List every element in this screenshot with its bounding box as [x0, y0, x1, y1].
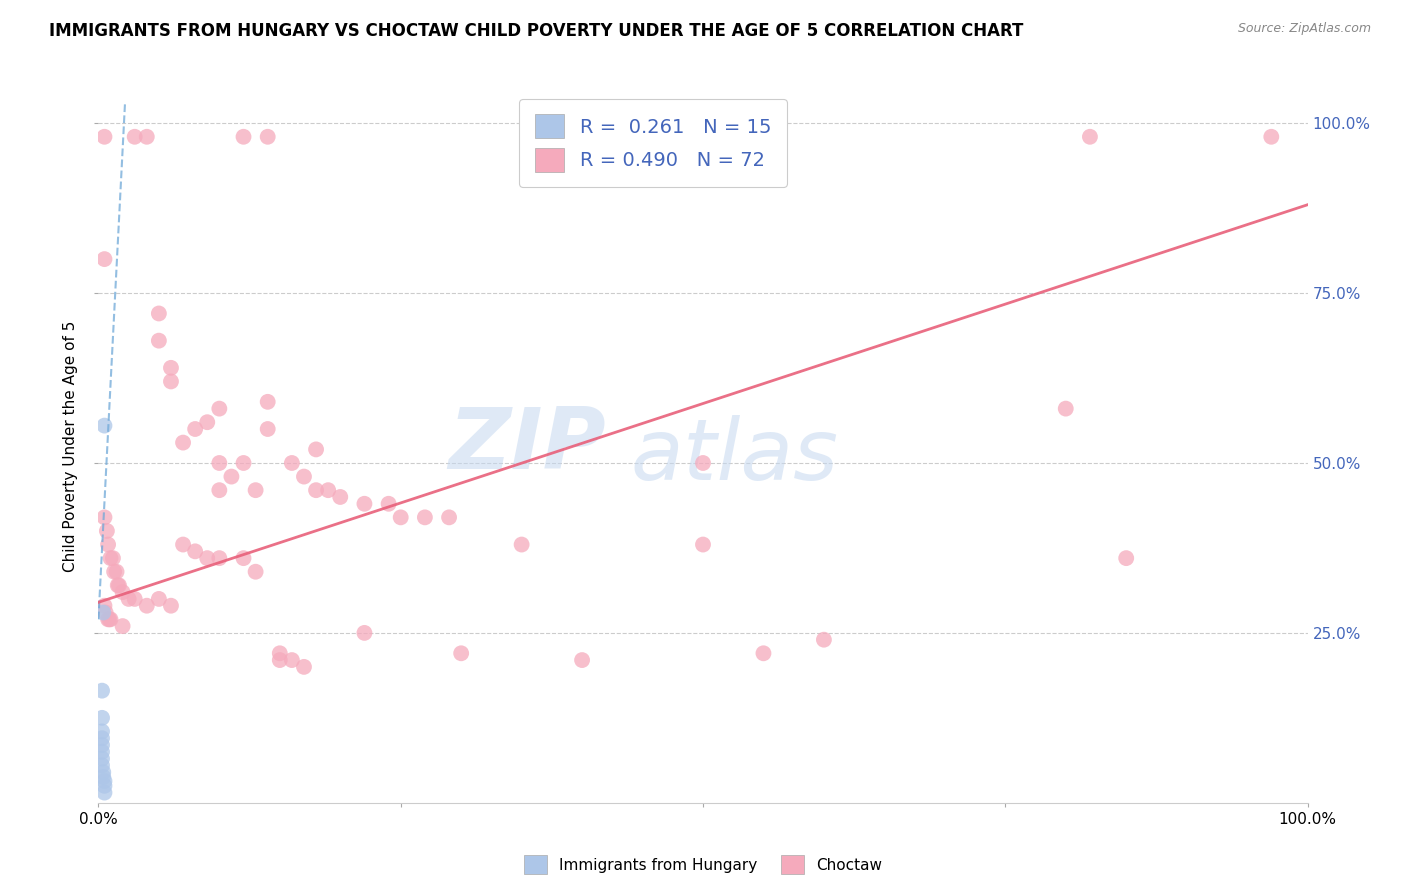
Point	[256, 422, 278, 436]
Point	[256, 129, 278, 144]
Point	[571, 653, 593, 667]
Point	[208, 401, 231, 416]
Point	[93, 786, 115, 800]
Point	[93, 599, 115, 613]
Point	[93, 779, 115, 793]
Point	[124, 591, 146, 606]
Point	[93, 418, 115, 433]
Point	[292, 660, 315, 674]
Point	[353, 497, 375, 511]
Point	[269, 653, 291, 667]
Point	[124, 129, 146, 144]
Point	[389, 510, 412, 524]
Point	[692, 537, 714, 551]
Y-axis label: Child Poverty Under the Age of 5: Child Poverty Under the Age of 5	[63, 320, 79, 572]
Point	[245, 565, 267, 579]
Point	[245, 483, 267, 498]
Legend: Immigrants from Hungary, Choctaw: Immigrants from Hungary, Choctaw	[519, 849, 887, 880]
Point	[172, 435, 194, 450]
Point	[208, 551, 231, 566]
Point	[1260, 129, 1282, 144]
Point	[101, 551, 124, 566]
Point	[208, 456, 231, 470]
Point	[353, 626, 375, 640]
Point	[184, 422, 207, 436]
Point	[91, 606, 114, 620]
Point	[91, 738, 114, 752]
Text: atlas: atlas	[630, 415, 838, 499]
Point	[316, 483, 339, 498]
Point	[305, 442, 328, 457]
Point	[232, 456, 254, 470]
Point	[105, 565, 128, 579]
Point	[91, 724, 114, 739]
Point	[135, 599, 157, 613]
Point	[148, 334, 170, 348]
Point	[269, 646, 291, 660]
Point	[135, 129, 157, 144]
Point	[1054, 401, 1077, 416]
Point	[118, 591, 141, 606]
Point	[111, 619, 134, 633]
Point	[91, 770, 114, 784]
Point	[111, 585, 134, 599]
Text: ZIP: ZIP	[449, 404, 606, 488]
Point	[232, 551, 254, 566]
Point	[93, 774, 115, 789]
Point	[292, 469, 315, 483]
Point	[221, 469, 243, 483]
Point	[103, 565, 125, 579]
Point	[510, 537, 533, 551]
Point	[413, 510, 436, 524]
Point	[1115, 551, 1137, 566]
Point	[100, 551, 122, 566]
Point	[91, 745, 114, 759]
Point	[208, 483, 231, 498]
Point	[813, 632, 835, 647]
Point	[232, 129, 254, 144]
Point	[100, 612, 122, 626]
Point	[281, 456, 304, 470]
Point	[281, 653, 304, 667]
Point	[1078, 129, 1101, 144]
Point	[195, 551, 218, 566]
Point	[91, 683, 114, 698]
Point	[148, 306, 170, 320]
Point	[752, 646, 775, 660]
Point	[160, 360, 183, 375]
Text: IMMIGRANTS FROM HUNGARY VS CHOCTAW CHILD POVERTY UNDER THE AGE OF 5 CORRELATION : IMMIGRANTS FROM HUNGARY VS CHOCTAW CHILD…	[49, 22, 1024, 40]
Point	[108, 578, 131, 592]
Legend: R =  0.261   N = 15, R = 0.490   N = 72: R = 0.261 N = 15, R = 0.490 N = 72	[519, 99, 786, 187]
Point	[160, 599, 183, 613]
Point	[96, 524, 118, 538]
Point	[91, 751, 114, 765]
Point	[91, 731, 114, 746]
Point	[184, 544, 207, 558]
Point	[160, 375, 183, 389]
Point	[93, 129, 115, 144]
Point	[692, 456, 714, 470]
Point	[172, 537, 194, 551]
Text: Source: ZipAtlas.com: Source: ZipAtlas.com	[1237, 22, 1371, 36]
Point	[148, 591, 170, 606]
Point	[93, 252, 115, 266]
Point	[91, 758, 114, 772]
Point	[94, 606, 117, 620]
Point	[195, 415, 218, 429]
Point	[329, 490, 352, 504]
Point	[450, 646, 472, 660]
Point	[93, 510, 115, 524]
Point	[97, 612, 120, 626]
Point	[107, 578, 129, 592]
Point	[97, 537, 120, 551]
Point	[256, 394, 278, 409]
Point	[437, 510, 460, 524]
Point	[91, 765, 114, 780]
Point	[305, 483, 328, 498]
Point	[98, 612, 121, 626]
Point	[377, 497, 399, 511]
Point	[91, 711, 114, 725]
